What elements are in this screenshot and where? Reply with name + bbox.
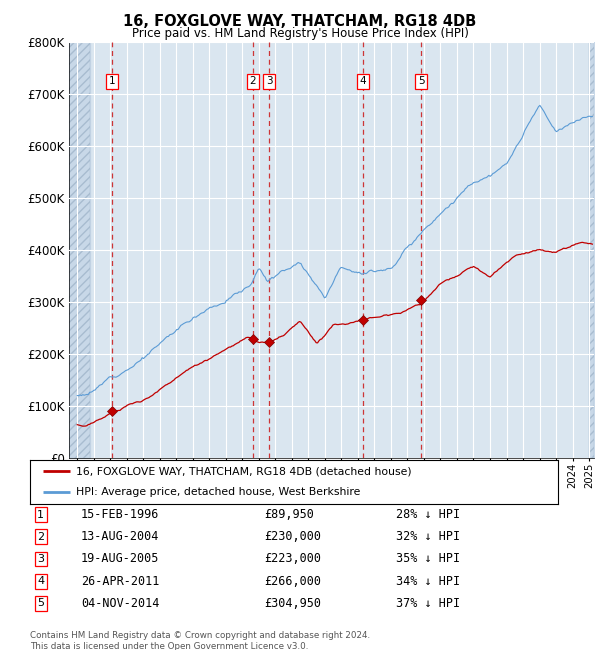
Text: 3: 3 <box>266 76 272 86</box>
Text: 19-AUG-2005: 19-AUG-2005 <box>81 552 160 566</box>
Text: HPI: Average price, detached house, West Berkshire: HPI: Average price, detached house, West… <box>76 487 361 497</box>
Text: 35% ↓ HPI: 35% ↓ HPI <box>396 552 460 566</box>
Text: 28% ↓ HPI: 28% ↓ HPI <box>396 508 460 521</box>
Text: 32% ↓ HPI: 32% ↓ HPI <box>396 530 460 543</box>
Text: 16, FOXGLOVE WAY, THATCHAM, RG18 4DB (detached house): 16, FOXGLOVE WAY, THATCHAM, RG18 4DB (de… <box>76 467 412 476</box>
Text: £89,950: £89,950 <box>264 508 314 521</box>
Text: 04-NOV-2014: 04-NOV-2014 <box>81 597 160 610</box>
Text: 2: 2 <box>37 532 44 542</box>
Text: 3: 3 <box>37 554 44 564</box>
Text: 13-AUG-2004: 13-AUG-2004 <box>81 530 160 543</box>
Text: Contains HM Land Registry data © Crown copyright and database right 2024.: Contains HM Land Registry data © Crown c… <box>30 630 370 640</box>
Text: 34% ↓ HPI: 34% ↓ HPI <box>396 575 460 588</box>
Text: £230,000: £230,000 <box>264 530 321 543</box>
Text: 37% ↓ HPI: 37% ↓ HPI <box>396 597 460 610</box>
Text: Price paid vs. HM Land Registry's House Price Index (HPI): Price paid vs. HM Land Registry's House … <box>131 27 469 40</box>
Text: 16, FOXGLOVE WAY, THATCHAM, RG18 4DB: 16, FOXGLOVE WAY, THATCHAM, RG18 4DB <box>124 14 476 29</box>
Text: 2: 2 <box>249 76 256 86</box>
Text: 1: 1 <box>109 76 116 86</box>
Text: 4: 4 <box>360 76 367 86</box>
Text: 5: 5 <box>37 598 44 608</box>
Text: 5: 5 <box>418 76 425 86</box>
Text: £223,000: £223,000 <box>264 552 321 566</box>
Text: 4: 4 <box>37 576 44 586</box>
Text: 26-APR-2011: 26-APR-2011 <box>81 575 160 588</box>
Text: £304,950: £304,950 <box>264 597 321 610</box>
Text: £266,000: £266,000 <box>264 575 321 588</box>
Text: This data is licensed under the Open Government Licence v3.0.: This data is licensed under the Open Gov… <box>30 642 308 650</box>
Text: 1: 1 <box>37 510 44 520</box>
Text: 15-FEB-1996: 15-FEB-1996 <box>81 508 160 521</box>
